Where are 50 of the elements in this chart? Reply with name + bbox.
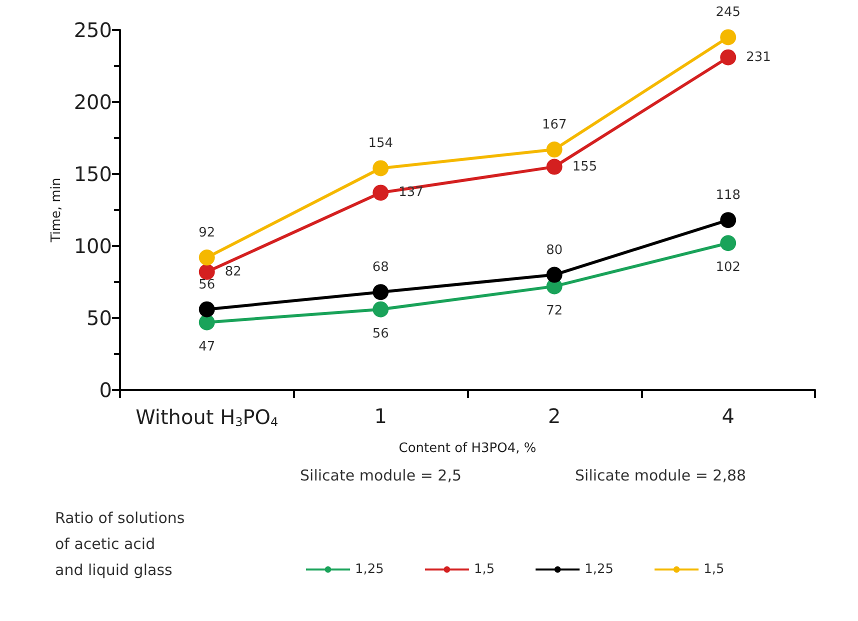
data-label: 56 xyxy=(198,277,216,292)
legend-label: 1,25 xyxy=(584,562,614,577)
data-label: 231 xyxy=(746,50,771,65)
point xyxy=(720,49,736,66)
y-tick-label: 200 xyxy=(74,90,112,114)
data-label: 118 xyxy=(716,188,741,204)
data-label: 47 xyxy=(198,339,216,354)
point xyxy=(372,301,389,318)
data-label: 245 xyxy=(716,5,741,20)
x-tick-label: 2 xyxy=(548,404,561,428)
point xyxy=(198,301,215,318)
legend-label: 1,5 xyxy=(474,562,495,577)
y-tick-label: 50 xyxy=(86,306,112,330)
data-label: 155 xyxy=(572,159,598,174)
data-label: 137 xyxy=(398,185,424,200)
point xyxy=(198,250,215,266)
text: Silicate module = 2,88 xyxy=(575,466,746,484)
point xyxy=(198,314,215,330)
legend-label: 1,5 xyxy=(704,562,724,577)
x-tick-label: 1 xyxy=(374,404,387,428)
y-axis-title: Time, min xyxy=(48,178,64,244)
x-tick-label: Without H3PO4 xyxy=(136,405,278,429)
data-label: 80 xyxy=(546,242,563,258)
data-label: 72 xyxy=(546,303,563,318)
point xyxy=(372,160,389,176)
y-tick-label: 250 xyxy=(74,18,112,42)
y-tick-label: 150 xyxy=(74,162,112,186)
data-label: 154 xyxy=(368,136,394,152)
y-tick-label: 100 xyxy=(74,234,112,258)
data-label: 167 xyxy=(542,118,567,133)
legend-title: Ratio of solutions of acetic acid and liquid glass xyxy=(55,509,185,579)
data-label: 68 xyxy=(372,260,389,276)
data-label: 56 xyxy=(372,326,389,342)
point xyxy=(720,212,736,228)
x-axis-title: Content of H3PO4, % xyxy=(398,441,536,456)
data-label: 82 xyxy=(224,264,242,280)
point xyxy=(372,284,389,300)
point xyxy=(546,266,562,283)
data-label: 102 xyxy=(716,260,741,276)
legend-label: 1,25 xyxy=(355,562,384,577)
point xyxy=(546,158,562,175)
text: Silicate module = 2,5 xyxy=(300,466,462,484)
x-tick-label: 4 xyxy=(722,404,734,428)
point xyxy=(546,142,562,158)
y-tick-label: 0 xyxy=(99,378,112,402)
point xyxy=(720,235,736,252)
point xyxy=(720,29,736,46)
point xyxy=(198,264,215,280)
point xyxy=(372,184,389,201)
data-label: 92 xyxy=(198,226,216,241)
